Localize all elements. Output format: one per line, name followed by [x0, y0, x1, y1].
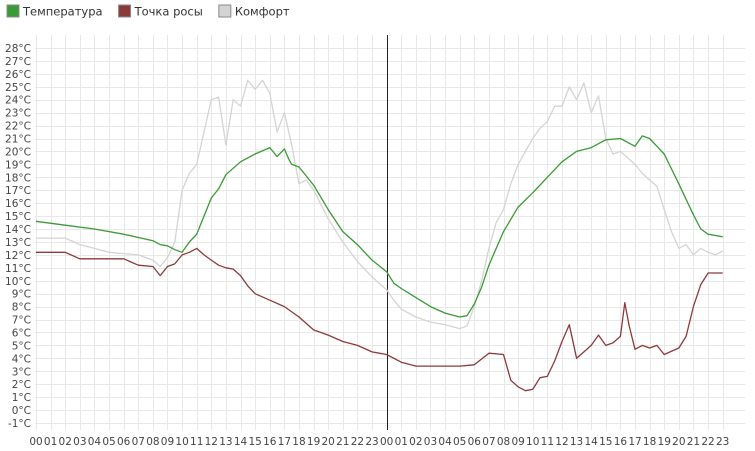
x-tick-label: 19: [307, 436, 320, 448]
y-tick-label: 11°C: [5, 263, 31, 275]
series-layer: [35, 79, 724, 392]
x-tick-label: 16: [614, 436, 628, 448]
x-tick-label: 16: [263, 436, 277, 448]
y-tick-label: -1°C: [8, 418, 31, 430]
x-tick-label: 20: [322, 436, 335, 448]
x-tick-label: 21: [336, 436, 349, 448]
x-tick-label: 12: [555, 436, 568, 448]
y-tick-label: 23°C: [5, 108, 31, 120]
y-tick-label: 5°C: [12, 340, 31, 352]
x-tick-label: 22: [701, 436, 714, 448]
x-tick-label: 03: [424, 436, 437, 448]
x-tick-label: 10: [526, 436, 539, 448]
x-tick-label: 05: [102, 436, 115, 448]
y-tick-label: 10°C: [5, 276, 31, 288]
x-tick-label: 20: [672, 436, 685, 448]
x-tick-label: 17: [628, 436, 641, 448]
x-tick-label: 04: [438, 436, 452, 448]
legend-label: Температура: [22, 5, 103, 19]
x-tick-label: 02: [59, 436, 72, 448]
y-tick-label: 7°C: [12, 315, 31, 327]
x-tick-label: 14: [584, 436, 598, 448]
x-tick-label: 13: [219, 436, 232, 448]
x-tick-label: 15: [599, 436, 612, 448]
y-tick-label: 3°C: [12, 366, 31, 378]
y-tick-label: 20°C: [5, 146, 31, 158]
legend-swatch: [118, 4, 132, 18]
y-tick-label: 14°C: [5, 224, 31, 236]
x-tick-label: 00: [29, 436, 42, 448]
legend: Температура Точка росы Комфорт: [6, 4, 290, 19]
x-tick-label: 00: [380, 436, 393, 448]
x-tick-label: 01: [395, 436, 408, 448]
y-tick-label: 22°C: [5, 121, 31, 133]
series-line: [35, 135, 723, 318]
x-tick-label: 13: [570, 436, 583, 448]
y-tick-label: 6°C: [12, 327, 31, 339]
y-tick-label: 2°C: [12, 379, 31, 391]
x-tick-label: 11: [541, 436, 554, 448]
x-tick-label: 06: [117, 436, 131, 448]
x-tick-label: 09: [161, 436, 174, 448]
y-tick-label: 0°C: [12, 405, 31, 417]
y-tick-label: 18°C: [5, 172, 31, 184]
x-tick-label: 04: [88, 436, 102, 448]
y-tick-label: 9°C: [12, 289, 31, 301]
x-tick-label: 08: [146, 436, 159, 448]
legend-swatch: [218, 4, 232, 18]
x-tick-label: 06: [468, 436, 482, 448]
x-tick-label: 10: [175, 436, 188, 448]
y-tick-label: 24°C: [5, 95, 31, 107]
x-tick-label: 18: [292, 436, 305, 448]
x-tick-label: 11: [190, 436, 203, 448]
x-tick-label: 15: [248, 436, 261, 448]
series-line: [36, 79, 724, 330]
x-axis-ticks: 00 01 02 03 04 05 06 07 08 09 10 11 12 13 14 15 16 17 18 19…: [29, 436, 729, 448]
x-tick-label: 14: [234, 436, 248, 448]
x-tick-label: 23: [365, 436, 378, 448]
x-tick-label: 03: [73, 436, 86, 448]
grid-lines: [35, 35, 745, 430]
x-tick-label: 23: [716, 436, 729, 448]
y-tick-label: 16°C: [5, 198, 31, 210]
y-tick-label: 26°C: [5, 69, 31, 81]
y-tick-label: 12°C: [5, 250, 31, 262]
y-axis-ticks: -1°C0°C1°C2°C3°C4°C5°C6°C7°C8°C9°C10°C11…: [5, 43, 31, 430]
y-tick-label: 8°C: [12, 302, 31, 314]
y-tick-label: 15°C: [5, 211, 31, 223]
y-tick-label: 25°C: [5, 82, 31, 94]
x-tick-label: 08: [497, 436, 510, 448]
series-line: [36, 247, 723, 392]
x-tick-label: 12: [205, 436, 218, 448]
legend-swatch: [6, 4, 20, 18]
x-tick-label: 01: [44, 436, 57, 448]
x-tick-label: 21: [687, 436, 700, 448]
y-tick-label: 13°C: [5, 237, 31, 249]
x-tick-label: 18: [643, 436, 656, 448]
legend-label: Точка росы: [134, 5, 203, 19]
x-tick-label: 22: [351, 436, 364, 448]
y-tick-label: 17°C: [5, 185, 31, 197]
x-tick-label: 07: [132, 436, 145, 448]
x-tick-label: 07: [482, 436, 495, 448]
y-tick-label: 21°C: [5, 134, 31, 146]
y-tick-label: 4°C: [12, 353, 31, 365]
x-tick-label: 05: [453, 436, 466, 448]
y-tick-label: 28°C: [5, 43, 31, 55]
legend-label: Комфорт: [235, 5, 290, 19]
y-tick-label: 27°C: [5, 56, 31, 68]
x-tick-label: 17: [278, 436, 291, 448]
x-tick-label: 09: [511, 436, 524, 448]
y-tick-label: 1°C: [12, 392, 31, 404]
x-tick-label: 02: [409, 436, 422, 448]
x-tick-label: 19: [658, 436, 671, 448]
y-tick-label: 19°C: [5, 159, 31, 171]
